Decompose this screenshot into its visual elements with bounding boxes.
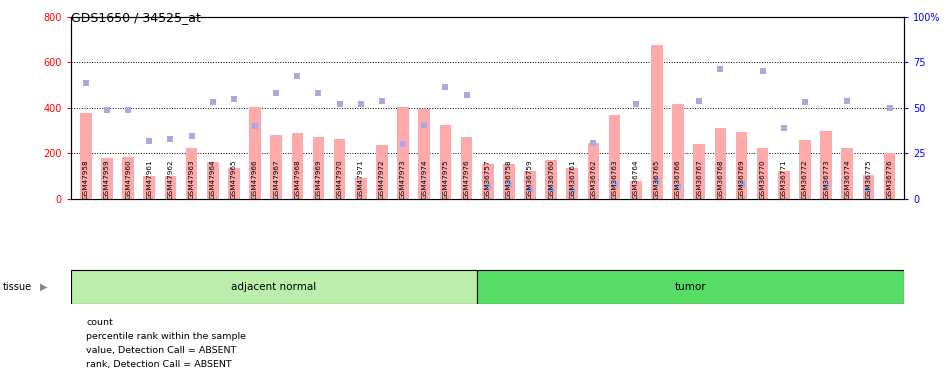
Bar — [71, 270, 477, 304]
Bar — [461, 137, 473, 199]
Point — [861, 186, 876, 192]
Bar — [736, 132, 747, 199]
Bar — [482, 164, 493, 199]
Bar — [313, 137, 324, 199]
Point — [142, 138, 157, 144]
Point — [755, 68, 770, 74]
Bar — [249, 106, 260, 199]
Point — [269, 90, 284, 96]
Point — [564, 188, 580, 194]
Bar — [228, 168, 240, 199]
Bar — [101, 158, 113, 199]
Bar — [652, 45, 663, 199]
Point — [353, 101, 368, 107]
Bar — [545, 160, 557, 199]
Point — [438, 84, 453, 90]
Point — [882, 105, 897, 111]
Text: GDS1650 / 34525_at: GDS1650 / 34525_at — [71, 11, 201, 24]
Bar — [355, 178, 366, 199]
Bar — [566, 168, 578, 199]
Bar — [165, 176, 176, 199]
Point — [628, 101, 643, 107]
Text: tumor: tumor — [675, 282, 706, 292]
Bar — [80, 114, 92, 199]
Bar — [778, 171, 790, 199]
Point — [670, 184, 686, 190]
Bar — [609, 115, 620, 199]
Bar — [672, 104, 684, 199]
Point — [205, 99, 221, 105]
Point — [501, 182, 516, 188]
Bar — [122, 157, 134, 199]
Bar — [503, 164, 514, 199]
Point — [290, 73, 305, 79]
Point — [797, 99, 813, 105]
Point — [99, 107, 115, 113]
Text: rank, Detection Call = ABSENT: rank, Detection Call = ABSENT — [86, 360, 232, 369]
Bar — [757, 148, 768, 199]
Point — [818, 183, 833, 189]
Point — [163, 135, 178, 141]
Point — [247, 123, 262, 129]
Bar — [884, 153, 896, 199]
Point — [396, 141, 411, 147]
Point — [650, 178, 665, 184]
Point — [586, 140, 601, 146]
Point — [523, 186, 538, 192]
Bar — [820, 130, 832, 199]
Point — [777, 125, 792, 131]
Bar — [207, 162, 219, 199]
Bar — [398, 106, 409, 199]
Point — [734, 182, 749, 188]
Point — [480, 183, 495, 189]
Bar — [271, 135, 282, 199]
Text: adjacent normal: adjacent normal — [231, 282, 316, 292]
Point — [374, 98, 389, 104]
Point — [79, 80, 94, 86]
Point — [332, 101, 348, 107]
Point — [120, 107, 135, 113]
Bar — [842, 148, 853, 199]
Bar — [292, 133, 303, 199]
Point — [713, 66, 728, 72]
Bar — [376, 146, 387, 199]
Text: ▶: ▶ — [40, 282, 47, 292]
Bar — [143, 176, 155, 199]
Point — [417, 122, 432, 128]
Bar — [477, 270, 904, 304]
Bar — [693, 144, 705, 199]
Bar — [715, 128, 726, 199]
Bar — [588, 143, 599, 199]
Bar — [799, 140, 811, 199]
Point — [607, 182, 622, 188]
Point — [840, 98, 855, 104]
Bar — [439, 125, 451, 199]
Point — [459, 92, 474, 98]
Text: value, Detection Call = ABSENT: value, Detection Call = ABSENT — [86, 346, 237, 355]
Bar — [863, 175, 874, 199]
Bar — [525, 171, 536, 199]
Bar — [186, 148, 197, 199]
Text: count: count — [86, 318, 113, 327]
Point — [691, 98, 706, 104]
Bar — [419, 109, 430, 199]
Point — [226, 96, 241, 102]
Text: tissue: tissue — [3, 282, 32, 292]
Point — [311, 90, 326, 96]
Text: percentile rank within the sample: percentile rank within the sample — [86, 332, 246, 341]
Bar — [334, 138, 346, 199]
Point — [184, 133, 199, 139]
Point — [544, 186, 559, 192]
Bar — [630, 181, 641, 199]
